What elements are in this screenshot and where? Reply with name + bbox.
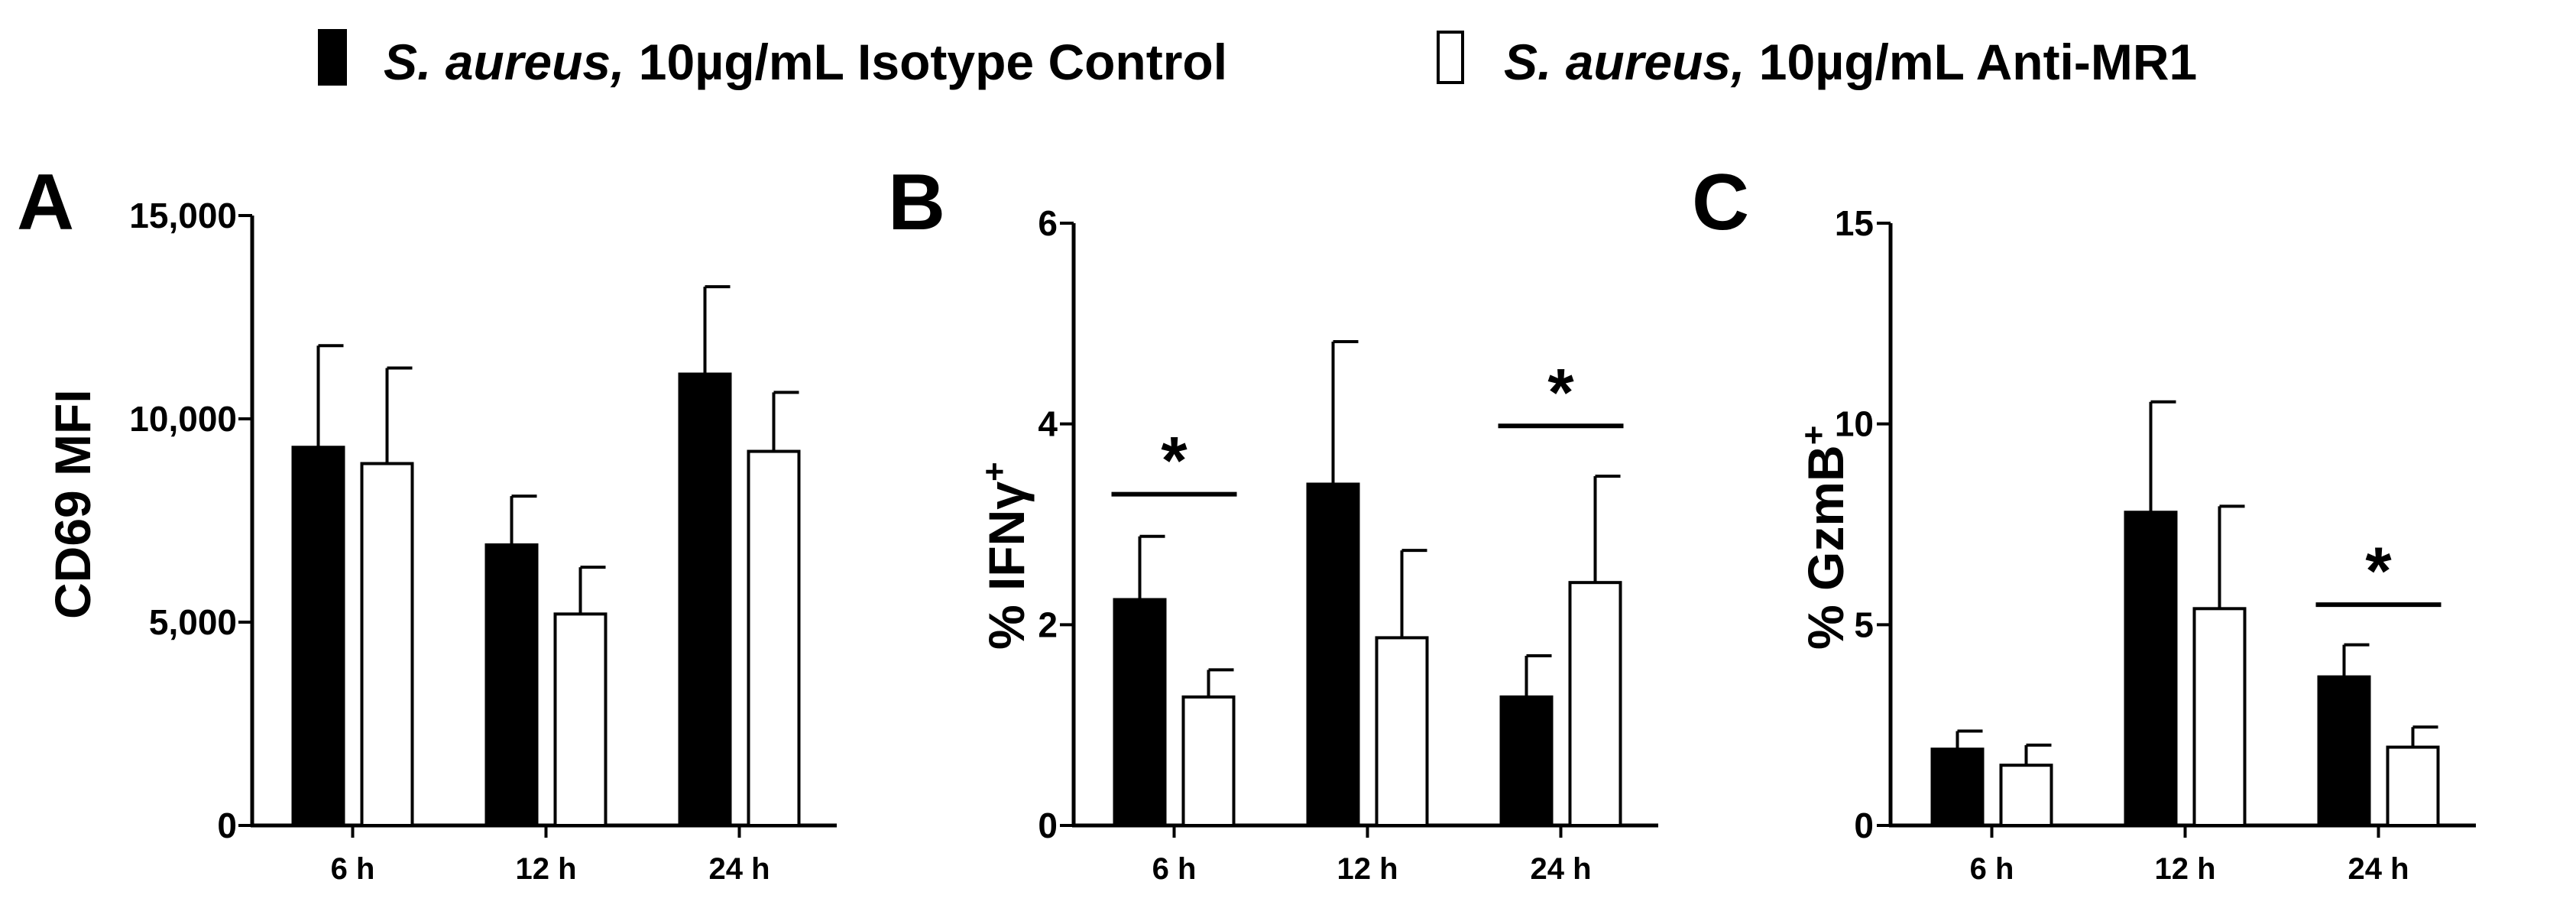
x-tick-label-c: 6 h — [1970, 852, 2014, 886]
bar-a-anti-mr1 — [360, 462, 414, 828]
legend-swatch-isotype-control — [318, 29, 347, 86]
bar-a-isotype — [678, 372, 732, 828]
bar-a-isotype — [291, 446, 345, 827]
y-axis-label-b: % IFNγ+ — [976, 462, 1035, 650]
bar-b-isotype — [1499, 695, 1554, 827]
bar-b-isotype — [1306, 482, 1360, 827]
plot-area-a: 0 5,000 10,000 15,000 6 h 12 h 24 h — [129, 196, 837, 886]
bar-c-anti-mr1 — [1999, 764, 2053, 828]
bar-b-anti-mr1 — [1568, 581, 1622, 827]
y-tick-label-b: 6 — [1038, 203, 1058, 243]
legend-entry-isotype-control: S. aureus, 10µg/mL Isotype Control — [318, 29, 1227, 90]
panel-letter-b: B — [888, 158, 945, 247]
plot-area-c: 0 5 10 15 6 h 12 h 24 h * — [1835, 203, 2476, 886]
significance-star-b: * — [1547, 354, 1574, 430]
legend-label-isotype-control: S. aureus, 10µg/mL Isotype Control — [384, 34, 1227, 90]
panel-c: C % GzmB+ 0 5 10 15 6 h 12 h 24 h * — [1692, 158, 2476, 886]
x-tick-label-b: 24 h — [1530, 852, 1591, 886]
bar-b-isotype — [1113, 598, 1167, 827]
legend-swatch-anti-mr1 — [1437, 31, 1464, 84]
panel-letter-a: A — [17, 158, 74, 247]
bar-c-anti-mr1 — [2192, 607, 2247, 827]
y-axis-label-c: % GzmB+ — [1795, 426, 1854, 650]
bar-a-anti-mr1 — [553, 612, 608, 827]
x-tick-label-c: 24 h — [2348, 852, 2409, 886]
y-tick-label-a: 0 — [217, 806, 237, 845]
y-tick-label-a: 10,000 — [129, 399, 237, 439]
bar-c-isotype — [1930, 747, 1985, 827]
y-tick-label-a: 15,000 — [129, 196, 237, 235]
x-tick-label-b: 6 h — [1152, 852, 1197, 886]
y-tick-label-b: 4 — [1038, 404, 1058, 444]
y-tick-label-b: 2 — [1038, 605, 1058, 644]
bar-c-isotype — [2124, 511, 2178, 827]
legend: S. aureus, 10µg/mL Isotype Control S. au… — [318, 29, 2197, 90]
bar-b-anti-mr1 — [1181, 695, 1236, 827]
y-axis-label-a: CD69 MFI — [44, 389, 101, 619]
x-tick-label-a: 12 h — [515, 852, 576, 886]
x-tick-label-b: 12 h — [1337, 852, 1398, 886]
x-tick-label-c: 12 h — [2154, 852, 2215, 886]
y-tick-label-c: 15 — [1835, 203, 1874, 243]
plot-area-b: 0 2 4 6 6 h 12 h 24 h * * — [1038, 203, 1658, 886]
bar-b-anti-mr1 — [1375, 636, 1429, 828]
bar-a-anti-mr1 — [747, 449, 801, 827]
y-tick-label-c: 10 — [1835, 404, 1874, 444]
x-tick-label-a: 24 h — [708, 852, 770, 886]
bar-c-anti-mr1 — [2386, 745, 2440, 827]
y-tick-label-c: 0 — [1854, 806, 1874, 845]
y-tick-label-a: 5,000 — [149, 602, 237, 642]
panel-a: A CD69 MFI 0 5,000 10,000 15,000 6 h 12 h 24 h — [17, 158, 837, 886]
legend-label-anti-mr1: S. aureus, 10µg/mL Anti-MR1 — [1504, 34, 2197, 90]
significance-star-c: * — [2365, 533, 2392, 608]
panel-b: B % IFNγ+ 0 2 4 6 6 h 12 h 24 h * * — [888, 158, 1658, 886]
bar-c-isotype — [2317, 675, 2371, 827]
y-tick-label-b: 0 — [1038, 806, 1058, 845]
panel-letter-c: C — [1692, 158, 1749, 247]
significance-star-b: * — [1161, 423, 1188, 498]
x-tick-label-a: 6 h — [331, 852, 375, 886]
legend-entry-anti-mr1: S. aureus, 10µg/mL Anti-MR1 — [1437, 31, 2197, 90]
y-tick-label-c: 5 — [1854, 605, 1874, 644]
bar-a-isotype — [484, 543, 539, 827]
